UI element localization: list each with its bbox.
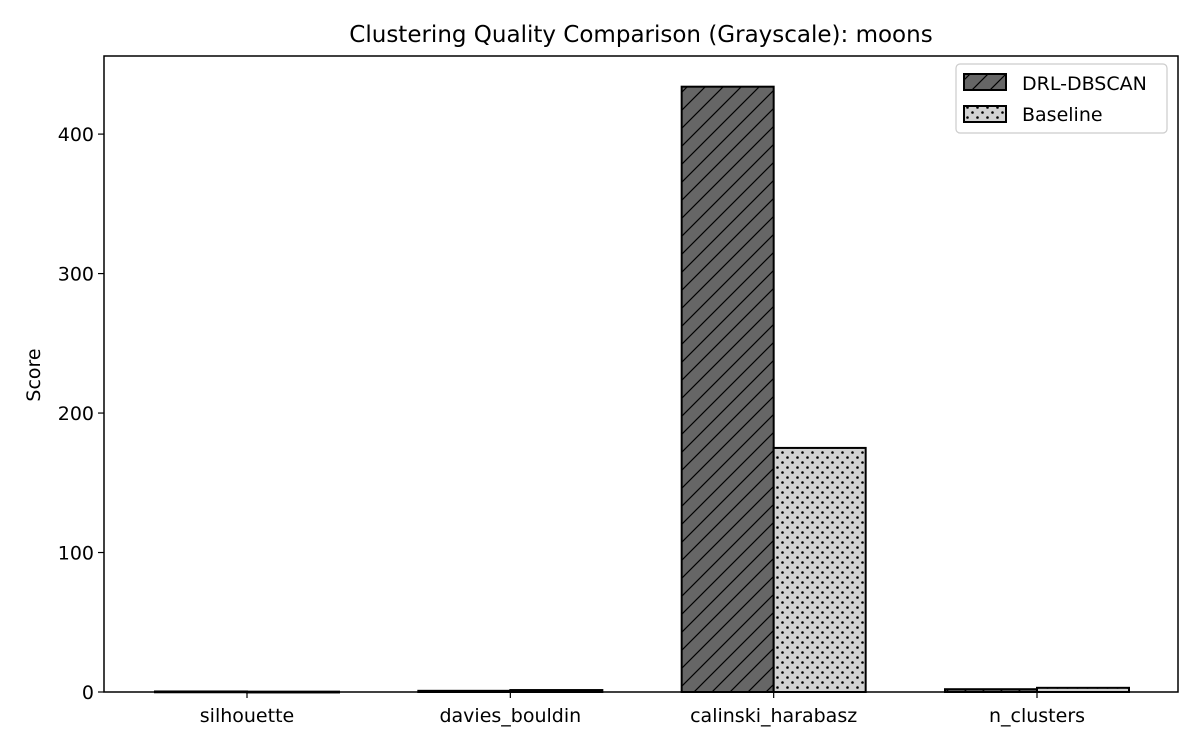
- legend-label-baseline: Baseline: [1022, 104, 1103, 126]
- y-tick-label-400: 400: [58, 124, 94, 146]
- legend-label-drl-dbscan: DRL-DBSCAN: [1022, 73, 1147, 95]
- x-tick-label-silhouette: silhouette: [200, 705, 294, 727]
- y-tick-label-100: 100: [58, 543, 94, 565]
- x-tick-label-davies-bouldin: davies_bouldin: [439, 705, 581, 727]
- plot-frame: [103, 55, 1179, 693]
- legend-swatch-baseline: [963, 105, 1007, 123]
- chart-title: Clustering Quality Comparison (Grayscale…: [349, 22, 932, 48]
- bar-baseline-calinski-harabasz: [772, 446, 867, 693]
- x-tick-label-n-clusters: n_clusters: [989, 705, 1085, 727]
- x-tick-label-calinski-harabasz: calinski_harabasz: [690, 705, 857, 727]
- y-tick-label-300: 300: [58, 264, 94, 286]
- y-axis-label: Score: [23, 348, 45, 401]
- y-ticks: 0 100 200 300 400: [58, 124, 104, 704]
- legend-box: [955, 63, 1168, 134]
- bar-drl-dbscan-calinski-harabasz: [680, 85, 775, 694]
- y-tick-label-200: 200: [58, 403, 94, 425]
- legend: DRL-DBSCAN Baseline: [955, 63, 1168, 134]
- bars-group: [154, 85, 1130, 694]
- y-tick-label-0: 0: [82, 682, 94, 704]
- legend-swatch-drl-dbscan: [963, 73, 1007, 91]
- x-ticks: silhouette davies_bouldin calinski_harabas…: [200, 692, 1085, 727]
